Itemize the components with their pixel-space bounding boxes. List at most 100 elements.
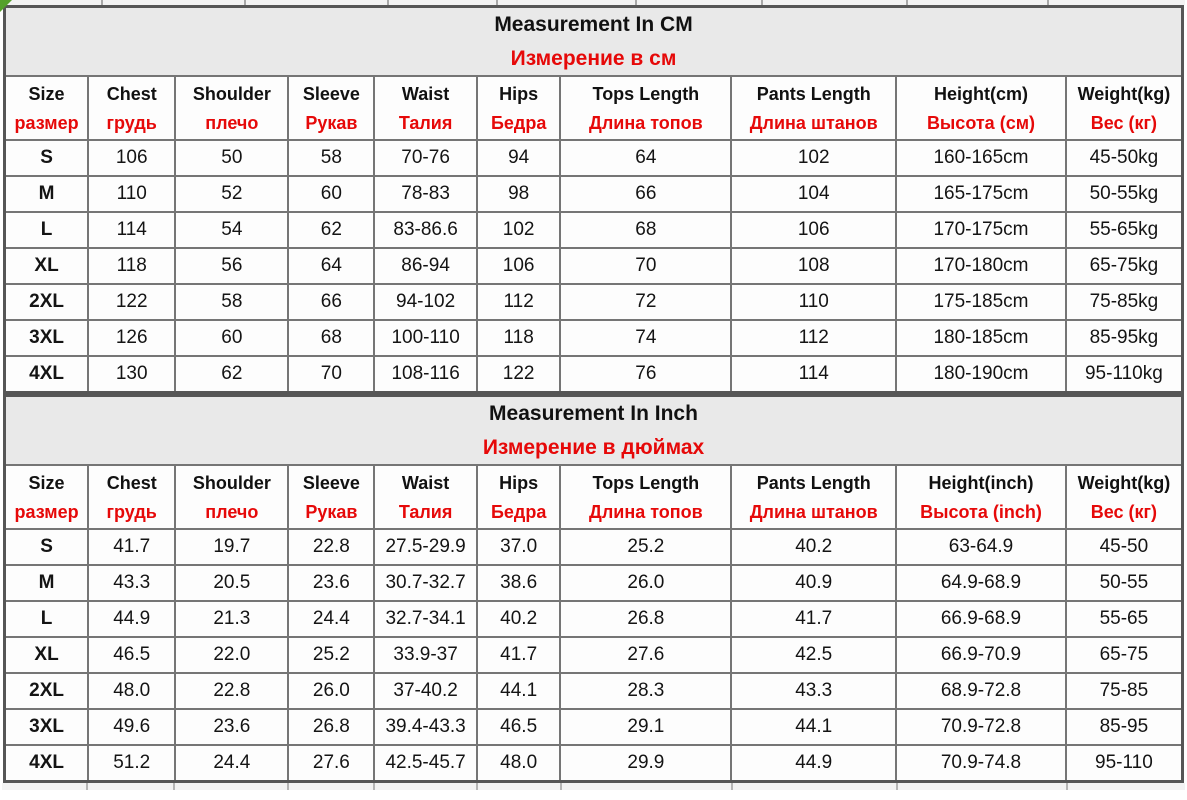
value-cell: 126	[87, 319, 177, 357]
size-label-cell: 2XL	[3, 672, 90, 710]
value-cell: 43.3	[87, 564, 177, 602]
value-cell: 63-64.9	[895, 528, 1067, 566]
value-cell: 49.6	[87, 708, 177, 746]
value-cell: 37-40.2	[373, 672, 478, 710]
value-cell: 165-175cm	[895, 175, 1067, 213]
value-cell: 70-76	[373, 139, 478, 177]
value-cell: 112	[475, 283, 562, 321]
value-cell: 41.7	[87, 528, 177, 566]
value-cell: 95-110	[1064, 744, 1184, 783]
column-header-shoulder: Shoulder плечо	[174, 75, 290, 141]
value-cell: 65-75	[1064, 636, 1184, 674]
value-cell: 108	[730, 247, 898, 285]
column-header-tops-length: Tops Length Длина топов	[559, 75, 733, 141]
column-header-ru: грудь	[106, 113, 157, 133]
column-header-tops-length: Tops Length Длина топов	[559, 464, 733, 530]
size-row-m: M 43.3 20.5 23.6 30.7-32.7 38.6 26.0 40.9 64.9-6…	[3, 564, 1184, 602]
size-label-cell: XL	[3, 247, 90, 285]
column-header-ru: плечо	[205, 502, 259, 522]
size-label-cell: L	[3, 600, 90, 638]
size-row-2xl: 2XL 122 58 66 94-102 112 72 110 175-185cm 75-85kg	[3, 283, 1184, 321]
value-cell: 70	[559, 247, 733, 285]
value-cell: 68.9-72.8	[895, 672, 1067, 710]
column-header-chest: Chest грудь	[87, 464, 177, 530]
size-row-4xl: 4XL 51.2 24.4 27.6 42.5-45.7 48.0 29.9 44.9 70.9…	[3, 744, 1184, 783]
value-cell: 110	[730, 283, 898, 321]
value-cell: 26.0	[287, 672, 376, 710]
column-header-ru: Высота (см)	[926, 113, 1036, 133]
value-cell: 45-50kg	[1064, 139, 1184, 177]
value-cell: 64	[287, 247, 376, 285]
value-cell: 20.5	[174, 564, 290, 602]
value-cell: 94-102	[373, 283, 478, 321]
value-cell: 55-65	[1064, 600, 1184, 638]
value-cell: 52	[174, 175, 290, 213]
column-header-en: Shoulder	[192, 473, 271, 493]
column-header-en: Size	[28, 84, 65, 104]
column-header-ru: Вес (кг)	[1090, 502, 1158, 522]
value-cell: 62	[174, 355, 290, 394]
value-cell: 27.6	[559, 636, 733, 674]
value-cell: 85-95	[1064, 708, 1184, 746]
cropped-row-edge-bottom	[2, 783, 1185, 790]
table-title-cell: Measurement In CM Измерение в см	[3, 5, 1184, 77]
column-header-ru: плечо	[205, 113, 259, 133]
value-cell: 66.9-70.9	[895, 636, 1067, 674]
value-cell: 32.7-34.1	[373, 600, 478, 638]
value-cell: 22.8	[287, 528, 376, 566]
column-header-en: Chest	[106, 473, 157, 493]
size-label-cell: 4XL	[3, 744, 90, 783]
value-cell: 114	[730, 355, 898, 394]
column-header-ru: Талия	[398, 113, 453, 133]
column-header-en: Pants Length	[756, 84, 871, 104]
value-cell: 41.7	[730, 600, 898, 638]
size-label-cell: XL	[3, 636, 90, 674]
column-header-height-inch: Height(inch) Высота (inch)	[895, 464, 1067, 530]
value-cell: 100-110	[373, 319, 478, 357]
size-row-2xl: 2XL 48.0 22.8 26.0 37-40.2 44.1 28.3 43.3 68.9-7…	[3, 672, 1184, 710]
size-label-cell: M	[3, 175, 90, 213]
column-header-en: Hips	[499, 473, 539, 493]
value-cell: 66	[287, 283, 376, 321]
value-cell: 75-85	[1064, 672, 1184, 710]
column-header-en: Sleeve	[302, 473, 360, 493]
value-cell: 26.0	[559, 564, 733, 602]
value-cell: 23.6	[174, 708, 290, 746]
value-cell: 95-110kg	[1064, 355, 1184, 394]
value-cell: 98	[475, 175, 562, 213]
value-cell: 22.8	[174, 672, 290, 710]
column-header-pants-length: Pants Length Длина штанов	[730, 75, 898, 141]
value-cell: 180-185cm	[895, 319, 1067, 357]
column-header-pants-length: Pants Length Длина штанов	[730, 464, 898, 530]
value-cell: 44.9	[730, 744, 898, 783]
value-cell: 76	[559, 355, 733, 394]
value-cell: 33.9-37	[373, 636, 478, 674]
value-cell: 70.9-74.8	[895, 744, 1067, 783]
value-cell: 118	[475, 319, 562, 357]
value-cell: 42.5-45.7	[373, 744, 478, 783]
column-header-size: Size размер	[3, 75, 90, 141]
value-cell: 44.1	[730, 708, 898, 746]
value-cell: 50-55kg	[1064, 175, 1184, 213]
column-header-hips: Hips Бедра	[475, 75, 562, 141]
value-cell: 104	[730, 175, 898, 213]
value-cell: 28.3	[559, 672, 733, 710]
value-cell: 40.2	[475, 600, 562, 638]
value-cell: 160-165cm	[895, 139, 1067, 177]
value-cell: 66.9-68.9	[895, 600, 1067, 638]
size-label-cell: 3XL	[3, 319, 90, 357]
value-cell: 114	[87, 211, 177, 249]
value-cell: 56	[174, 247, 290, 285]
column-header-en: Weight(kg)	[1077, 473, 1171, 493]
column-header-weight-kg: Weight(kg) Вес (кг)	[1064, 75, 1184, 141]
value-cell: 106	[475, 247, 562, 285]
size-label-cell: L	[3, 211, 90, 249]
value-cell: 23.6	[287, 564, 376, 602]
column-header-ru: Талия	[398, 502, 453, 522]
column-header-en: Height(inch)	[928, 473, 1034, 493]
value-cell: 41.7	[475, 636, 562, 674]
value-cell: 50	[174, 139, 290, 177]
value-cell: 29.1	[559, 708, 733, 746]
value-cell: 24.4	[287, 600, 376, 638]
column-header-ru: Бедра	[490, 113, 547, 133]
